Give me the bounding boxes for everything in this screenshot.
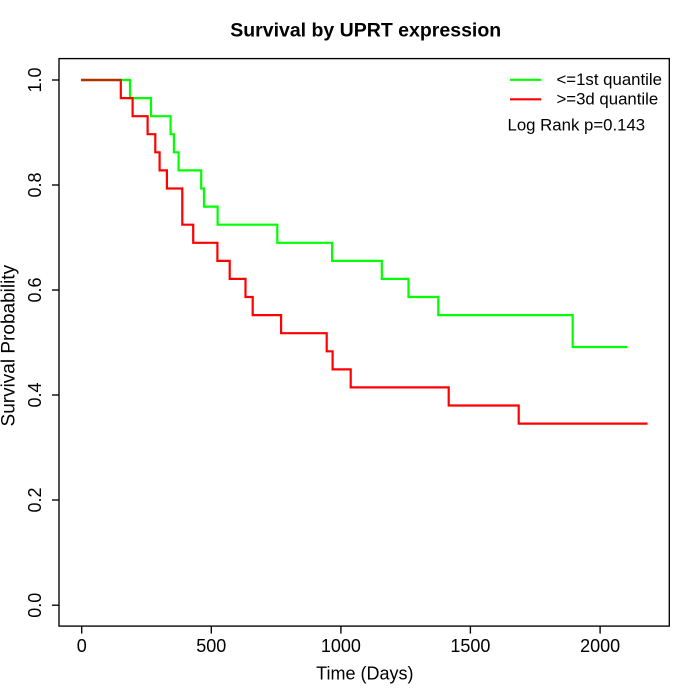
svg-text:1500: 1500 bbox=[450, 636, 490, 656]
svg-text:0.8: 0.8 bbox=[25, 172, 45, 197]
svg-text:2000: 2000 bbox=[580, 636, 620, 656]
svg-text:Time (Days): Time (Days) bbox=[316, 663, 413, 683]
svg-text:1.0: 1.0 bbox=[25, 67, 45, 92]
svg-text:0.0: 0.0 bbox=[25, 593, 45, 618]
svg-text:Log Rank p=0.143: Log Rank p=0.143 bbox=[508, 116, 646, 135]
svg-text:Survival by UPRT expression: Survival by UPRT expression bbox=[230, 19, 501, 41]
svg-text:Survival Probability: Survival Probability bbox=[0, 264, 20, 426]
svg-text:500: 500 bbox=[196, 636, 226, 656]
svg-text:1000: 1000 bbox=[321, 636, 361, 656]
svg-text:<=1st quantile: <=1st quantile bbox=[557, 70, 662, 89]
svg-text:>=3d quantile: >=3d quantile bbox=[557, 89, 659, 108]
svg-text:0.4: 0.4 bbox=[25, 382, 45, 407]
svg-text:0.6: 0.6 bbox=[25, 277, 45, 302]
svg-text:0: 0 bbox=[77, 636, 87, 656]
svg-text:0.2: 0.2 bbox=[25, 487, 45, 512]
